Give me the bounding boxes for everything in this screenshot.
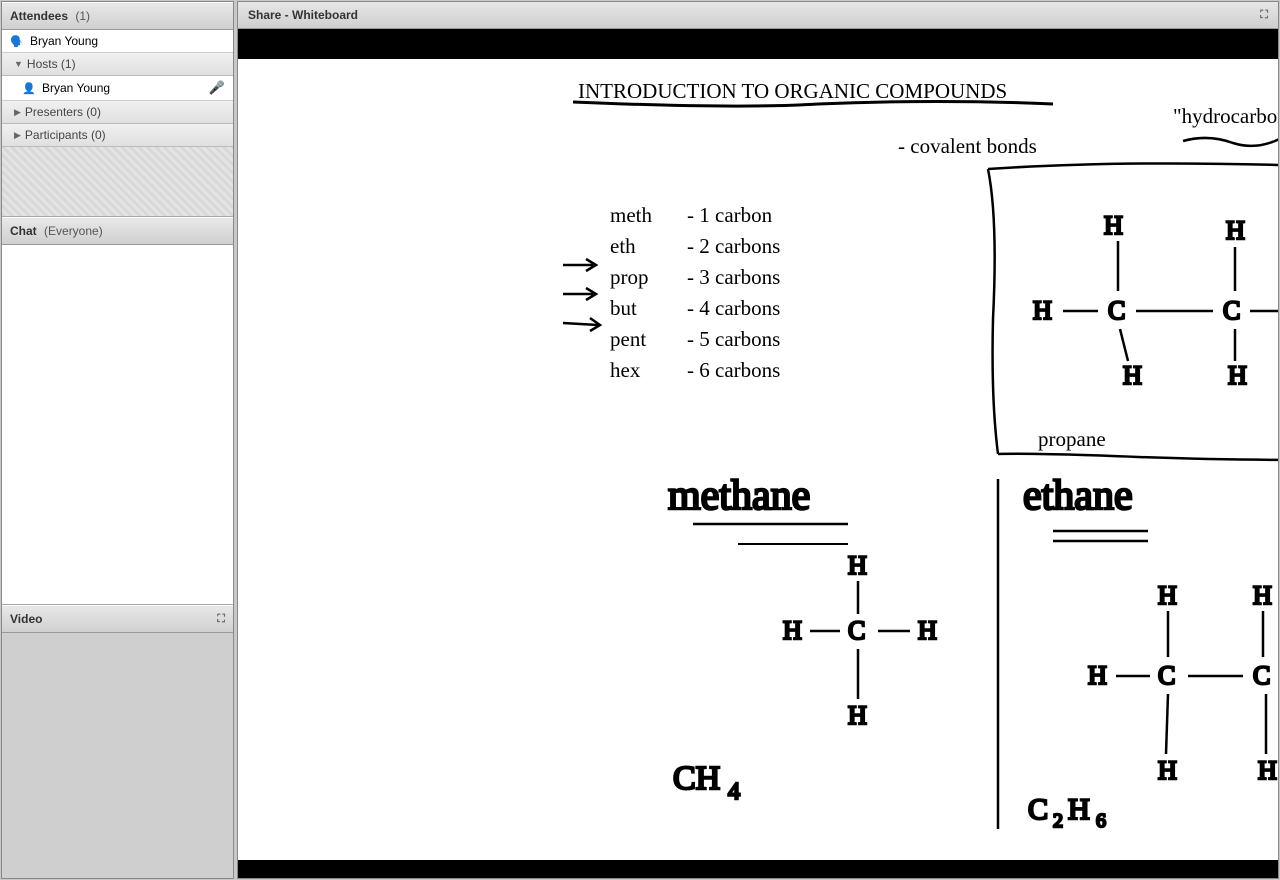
svg-text:C: C <box>1253 661 1270 690</box>
prefix-but-def: - 4 carbons <box>687 294 780 323</box>
host-name: Bryan Young <box>42 81 110 95</box>
prefix-meth-def: - 1 carbon <box>687 201 780 230</box>
chat-body[interactable] <box>2 245 233 605</box>
ethane-handwritten: ethane <box>1023 473 1133 519</box>
whiteboard[interactable]: INTRODUCTION TO ORGANIC COMPOUNDS H C C … <box>238 59 1278 860</box>
hosts-section[interactable]: ▼ Hosts (1) <box>2 53 233 76</box>
svg-text:C: C <box>1108 296 1125 325</box>
attendees-header[interactable]: Attendees (1) <box>2 2 233 30</box>
propane-label: propane <box>1038 427 1106 452</box>
attendees-empty-area <box>2 147 233 217</box>
video-body <box>2 633 233 878</box>
fullscreen-icon[interactable]: ⛶ <box>1260 9 1268 22</box>
participants-section[interactable]: ▶ Participants (0) <box>2 124 233 147</box>
prefix-table: meth- 1 carbon eth- 2 carbons prop- 3 ca… <box>608 199 782 387</box>
main-panel: Share - Whiteboard ⛶ INTRODUCTION TO ORG… <box>237 1 1279 879</box>
mic-icon[interactable]: 🎤 <box>209 80 225 96</box>
svg-text:H: H <box>1158 581 1177 610</box>
svg-text:H: H <box>1068 793 1090 826</box>
prefix-prop: prop <box>610 263 685 292</box>
svg-text:H: H <box>1088 661 1107 690</box>
svg-text:4: 4 <box>728 779 740 805</box>
chevron-right-icon: ▶ <box>14 130 21 141</box>
chevron-right-icon: ▶ <box>14 107 21 118</box>
prefix-pent-def: - 5 carbons <box>687 325 780 354</box>
host-row[interactable]: 👤 Bryan Young 🎤 <box>2 76 233 101</box>
whiteboard-drawing: H C C C H H H H H H H <box>238 59 1278 849</box>
video-header[interactable]: Video ⛶ <box>2 605 233 633</box>
svg-text:H: H <box>1158 756 1177 785</box>
share-title: Share - Whiteboard <box>248 8 358 22</box>
svg-text:H: H <box>1033 296 1052 325</box>
chat-title: Chat <box>10 224 37 238</box>
svg-text:2: 2 <box>1053 810 1063 832</box>
presenters-section[interactable]: ▶ Presenters (0) <box>2 101 233 124</box>
svg-text:H: H <box>1123 361 1142 390</box>
prefix-hex: hex <box>610 356 685 385</box>
attendee-row[interactable]: 🗣️ Bryan Young <box>2 30 233 53</box>
svg-text:CH: CH <box>673 760 720 797</box>
prefix-eth: eth <box>610 232 685 261</box>
svg-text:H: H <box>848 551 867 580</box>
methane-handwritten: methane <box>668 473 810 519</box>
attendees-title: Attendees <box>10 9 68 23</box>
svg-text:6: 6 <box>1096 810 1106 832</box>
prefix-meth: meth <box>610 201 685 230</box>
video-title: Video <box>10 612 42 626</box>
presenters-label: Presenters (0) <box>25 105 101 119</box>
chevron-down-icon: ▼ <box>14 59 23 69</box>
top-blackbar <box>238 29 1278 59</box>
svg-text:C: C <box>848 616 865 645</box>
prefix-eth-def: - 2 carbons <box>687 232 780 261</box>
svg-text:H: H <box>1253 581 1272 610</box>
svg-text:H: H <box>848 701 867 730</box>
attendee-name: Bryan Young <box>30 34 98 48</box>
svg-text:C: C <box>1158 661 1175 690</box>
prefix-prop-def: - 3 carbons <box>687 263 780 292</box>
covalent-bonds-text: - covalent bonds <box>898 134 1037 159</box>
svg-text:H: H <box>1226 216 1245 245</box>
svg-text:C: C <box>1028 793 1048 826</box>
hosts-label: Hosts (1) <box>27 57 76 71</box>
svg-text:H: H <box>1258 756 1277 785</box>
hydrocarbons-text: "hydrocarbons" <box>1173 104 1278 129</box>
speaker-icon: 🗣️ <box>10 34 24 48</box>
svg-text:H: H <box>783 616 802 645</box>
person-icon: 👤 <box>22 81 36 95</box>
prefix-hex-def: - 6 carbons <box>687 356 780 385</box>
chat-header[interactable]: Chat (Everyone) <box>2 217 233 245</box>
prefix-pent: pent <box>610 325 685 354</box>
svg-text:H: H <box>918 616 937 645</box>
attendees-count: (1) <box>75 9 90 23</box>
share-header: Share - Whiteboard ⛶ <box>238 2 1278 29</box>
bottom-blackbar <box>238 860 1278 878</box>
svg-text:H: H <box>1228 361 1247 390</box>
participants-label: Participants (0) <box>25 128 106 142</box>
chat-scope: (Everyone) <box>44 224 103 238</box>
expand-icon[interactable]: ⛶ <box>217 613 225 626</box>
svg-text:H: H <box>1104 211 1123 240</box>
sidebar: Attendees (1) 🗣️ Bryan Young ▼ Hosts (1)… <box>1 1 234 879</box>
svg-text:C: C <box>1223 296 1240 325</box>
prefix-but: but <box>610 294 685 323</box>
